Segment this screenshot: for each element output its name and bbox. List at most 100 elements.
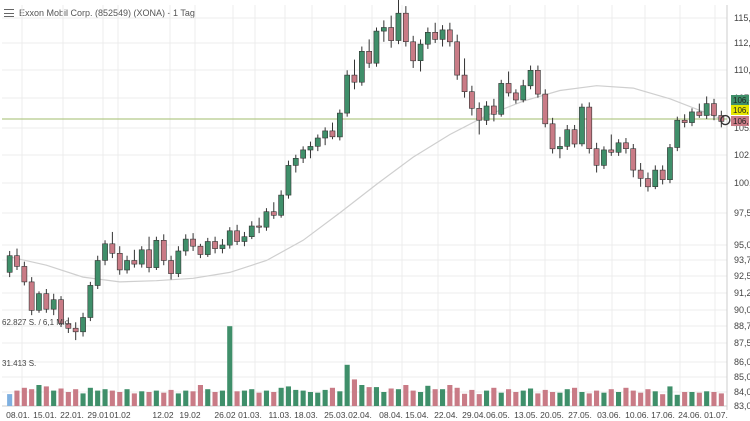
candle <box>94 255 101 289</box>
candle-body <box>36 293 42 311</box>
date-tick-label: 20.05. <box>540 410 564 420</box>
price-badge-bg <box>731 95 749 105</box>
candle-body <box>138 249 145 265</box>
candle <box>703 96 710 120</box>
volume-bar <box>205 389 211 406</box>
volume-bar <box>153 390 159 406</box>
candle-body <box>601 149 607 166</box>
moving-average-path <box>9 85 722 283</box>
candle-body <box>109 243 116 254</box>
candle-body <box>586 106 593 149</box>
volume-bar <box>395 389 401 406</box>
volume-bar <box>704 391 710 406</box>
candle <box>344 70 351 117</box>
grid-lines <box>2 5 728 410</box>
candle-body <box>307 146 314 151</box>
candle-body <box>72 327 79 333</box>
volume-bar <box>36 385 42 406</box>
date-tick-label: 29.01 <box>87 410 109 420</box>
candle <box>292 154 299 173</box>
price-badge-label: 106, <box>733 117 749 126</box>
volume-bar <box>197 385 203 406</box>
price-badge: 106, <box>731 116 749 126</box>
price-badge: 106, <box>731 95 749 105</box>
volume-bar <box>234 391 240 406</box>
date-tick-label: 15.01. <box>33 410 57 420</box>
candle-body <box>593 148 600 166</box>
volume-bar <box>337 391 343 406</box>
volume-bar <box>535 393 541 406</box>
candle <box>711 98 717 121</box>
candle-body <box>439 29 446 40</box>
candle <box>204 237 211 257</box>
candle <box>50 293 57 316</box>
date-tick-label: 01.03. <box>238 410 262 420</box>
volume-bar <box>572 387 578 406</box>
volume-bar <box>557 392 563 406</box>
candle <box>454 34 461 80</box>
candle <box>652 165 659 190</box>
candle <box>439 25 446 47</box>
candle-body <box>520 85 527 101</box>
candle <box>322 127 329 146</box>
candle-body <box>461 74 468 92</box>
candle <box>146 236 152 273</box>
candle <box>659 165 666 185</box>
candle <box>138 246 145 268</box>
candle <box>116 246 123 275</box>
candle <box>21 261 28 286</box>
candle <box>314 134 321 152</box>
volume-bar <box>542 389 548 406</box>
date-tick-label: 12.02 <box>152 410 174 420</box>
candle <box>234 224 240 246</box>
price-tick-label: 90,00 <box>734 305 750 315</box>
price-tick-label: 112,50 <box>734 38 750 48</box>
volume-bars <box>7 326 724 406</box>
candle-body <box>608 149 615 153</box>
date-tick-label: 22.01. <box>60 410 84 420</box>
volume-bar <box>586 393 592 406</box>
hamburger-menu-icon[interactable] <box>4 9 14 17</box>
candle <box>395 0 402 45</box>
candle <box>402 6 409 47</box>
date-tick-label: 15.04. <box>405 410 429 420</box>
candle <box>564 124 571 150</box>
volume-bar <box>109 390 115 406</box>
candle <box>505 71 512 97</box>
candle <box>226 227 233 249</box>
price-tick-label: 97,50 <box>734 208 750 218</box>
candle-body <box>410 41 417 62</box>
volume-bar <box>660 394 666 406</box>
volume-bar <box>183 390 189 406</box>
volume-bar <box>359 385 365 406</box>
volume-bar <box>674 394 680 406</box>
volume-bar <box>454 387 460 406</box>
candle-body <box>527 70 534 87</box>
candle-body <box>659 169 666 180</box>
candle-body <box>579 106 585 145</box>
candle-body <box>490 105 497 115</box>
volume-bar <box>58 388 64 406</box>
candle <box>153 236 160 270</box>
price-badge-bg <box>731 116 749 126</box>
candle <box>461 58 468 98</box>
candle-body <box>623 142 629 150</box>
candle-body <box>483 105 490 121</box>
volume-bar <box>616 392 622 406</box>
price-tick-label: 92,50 <box>734 271 750 281</box>
price-tick-label: 91,25 <box>734 288 750 298</box>
candle-body <box>476 108 483 121</box>
volume-bar <box>373 387 379 406</box>
volume-bar <box>711 392 717 406</box>
candle-body <box>615 142 622 153</box>
candle <box>534 65 541 98</box>
candle <box>520 79 527 103</box>
price-tick-label: 88,75 <box>734 321 750 331</box>
volume-bar <box>484 390 490 406</box>
price-tick-label: 102,50 <box>734 150 750 160</box>
volume-bar <box>117 392 123 406</box>
volume-label-top: 62.827 S. / 6,1 Mio. <box>2 318 71 327</box>
candle-body <box>696 111 703 116</box>
volume-bar <box>124 389 130 406</box>
volume-label-second: 31.413 S. <box>2 359 36 368</box>
